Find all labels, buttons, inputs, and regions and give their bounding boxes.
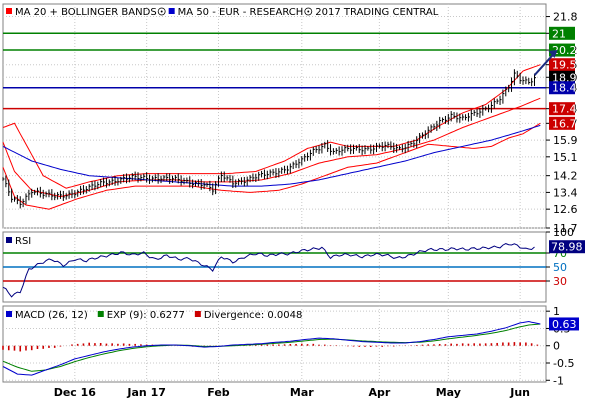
macd-legend-swatch <box>97 311 104 317</box>
macd-tick-label: -1 <box>553 374 564 387</box>
level-badge <box>549 81 575 95</box>
target-arrow-icon <box>533 52 556 76</box>
macd-value-badge <box>549 317 579 331</box>
price-tick-label: 21.8 <box>553 11 578 24</box>
rsi-level-label: 50 <box>553 261 567 274</box>
macd-legend-label: Divergence: 0.0048 <box>204 310 303 321</box>
rsi-value-badge <box>549 240 585 254</box>
rsi-level-label: 30 <box>553 275 567 288</box>
level-badge-label: 21 <box>552 27 566 40</box>
macd-line <box>2 320 541 376</box>
rsi-tick-label: 100 <box>553 226 574 239</box>
price-tick-label: 14.2 <box>553 170 578 183</box>
level-badge-label: 17.4 <box>552 103 577 116</box>
level-badge <box>549 70 575 84</box>
level-badge <box>549 26 575 40</box>
level-badge-label: 16.7 <box>552 117 577 130</box>
price-panel <box>2 3 547 229</box>
price-tick-label: 15.9 <box>553 134 578 147</box>
price-tick-label: 11.7 <box>553 222 578 235</box>
month-tick-label: Jan 17 <box>126 386 165 399</box>
macd-legend-label: EXP (9): 0.6277 <box>107 310 185 321</box>
price-legend-label: 2017 TRADING CENTRAL <box>315 7 438 18</box>
macd-panel <box>2 305 547 383</box>
macd-tick-label: 0 <box>553 340 560 353</box>
level-badge-label: 19.5 <box>552 59 577 72</box>
copyright-icon-center <box>307 10 310 13</box>
signal-line <box>2 323 541 372</box>
legend-swatch <box>168 8 175 14</box>
copyright-icon <box>304 7 313 16</box>
price-tick-label: 12.6 <box>553 203 578 216</box>
bollinger-lower-line <box>2 122 541 210</box>
macd-tick-label: -0.5 <box>553 357 574 370</box>
month-tick-label: Dec 16 <box>54 386 97 399</box>
level-badge <box>549 102 575 116</box>
macd-legend-swatch <box>6 311 12 317</box>
macd-legend-swatch <box>194 311 201 317</box>
price-tick-label: 15.1 <box>553 151 578 164</box>
price-legend-label: MA 20 + BOLLINGER BANDS <box>15 7 157 18</box>
rsi-line <box>2 243 535 298</box>
month-tick-label: Mar <box>290 386 314 399</box>
macd-value-label: 0.63 <box>552 318 577 331</box>
month-tick-label: Apr <box>368 386 390 399</box>
level-badge <box>549 58 575 72</box>
level-badge-label: 18.4 <box>552 82 577 95</box>
ma20-line <box>2 97 541 198</box>
level-badge-label: 18.9 <box>552 71 577 84</box>
ma50-line <box>2 124 541 187</box>
circle-dot-icon-center <box>160 10 163 13</box>
circle-dot-icon <box>157 7 166 16</box>
month-tick-label: Jun <box>509 386 530 399</box>
level-badge <box>549 116 575 130</box>
month-tick-label: May <box>436 386 461 399</box>
rsi-legend-label: RSI <box>15 236 31 247</box>
rsi-value-label: 78.98 <box>551 241 583 254</box>
level-badge-label: 20.2 <box>552 44 577 57</box>
target-arrowhead-icon <box>548 50 558 59</box>
macd-tick-label: 1 <box>553 305 560 318</box>
macd-legend-label: MACD (26, 12) <box>15 310 88 321</box>
month-tick-label: Feb <box>207 386 230 399</box>
rsi-legend-swatch <box>6 237 12 243</box>
price-tick-label: 13.4 <box>553 186 578 199</box>
legend-swatch <box>6 8 12 14</box>
price-legend-label: MA 50 - EUR - RESEARCH <box>178 7 304 18</box>
